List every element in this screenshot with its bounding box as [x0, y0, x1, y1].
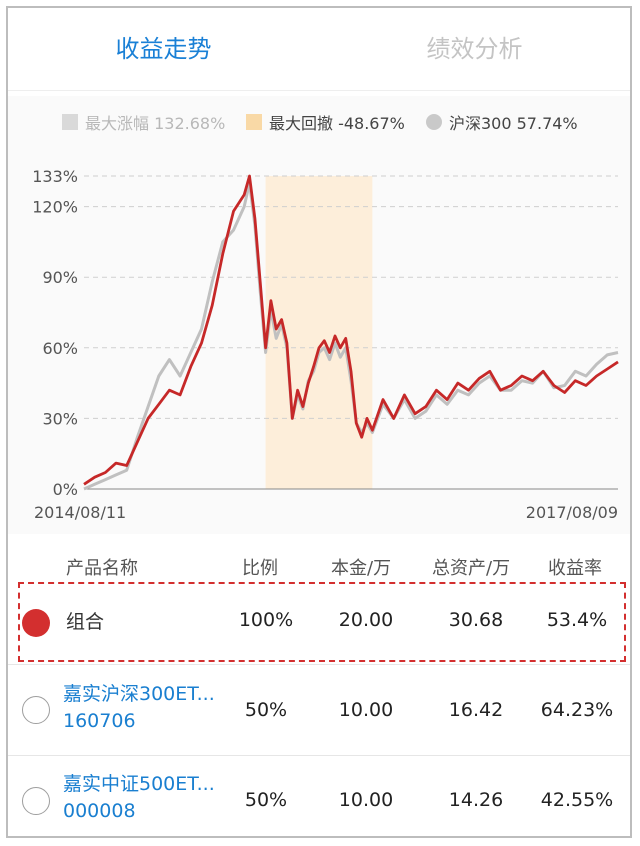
header-product-name: 产品名称 [66, 558, 138, 579]
row-divider [8, 755, 630, 756]
table-row-fund-160706[interactable]: 嘉实沪深300ET... 160706 50% 10.00 16.42 64.2… [8, 665, 630, 755]
tab-returns-trend[interactable]: 收益走势 [115, 35, 212, 63]
header-ratio: 比例 [242, 558, 278, 579]
drawdown-band [265, 176, 373, 489]
x-end-label: 2017/08/09 [526, 503, 618, 522]
legend-label-max-drawdown: 最大回撤 -48.67% [269, 114, 405, 133]
legend-swatch-csi300 [426, 114, 442, 130]
tab-bar: 收益走势 绩效分析 [8, 8, 630, 90]
series-line [83, 174, 619, 486]
legend-item-max-drawdown: 最大回撤 -48.67% [246, 110, 405, 134]
y-tick-label: 0% [53, 480, 78, 499]
header-principal: 本金/万 [331, 558, 392, 579]
radio-fund-000008[interactable] [22, 787, 50, 815]
assets-cell: 16.42 [448, 699, 504, 721]
legend-label-csi300: 沪深300 57.74% [449, 114, 578, 133]
y-tick-label: 133% [32, 167, 78, 186]
product-name-fund-000008[interactable]: 嘉实中证500ET... 000008 [63, 771, 215, 825]
fund-code: 000008 [63, 800, 136, 822]
yield-cell: 53.4% [546, 609, 608, 631]
table-header: 产品名称 比例 本金/万 总资产/万 收益率 [8, 542, 630, 588]
tab-divider [8, 90, 630, 91]
fund-code: 160706 [63, 710, 136, 732]
radio-fund-160706[interactable] [22, 696, 50, 724]
radio-selected-portfolio[interactable] [22, 609, 50, 637]
table-row-fund-000008[interactable]: 嘉实中证500ET... 000008 50% 10.00 14.26 42.5… [8, 756, 630, 836]
yield-cell: 42.55% [540, 789, 614, 811]
y-tick-label: 90% [42, 268, 78, 287]
ratio-cell: 50% [244, 789, 288, 811]
header-yield: 收益率 [548, 558, 602, 579]
fund-name: 嘉实中证500ET... [63, 773, 215, 795]
yield-cell: 64.23% [540, 699, 614, 721]
legend-swatch-max-gain [62, 114, 78, 130]
principal-cell: 10.00 [338, 789, 394, 811]
principal-cell: 10.00 [338, 699, 394, 721]
app-frame: 收益走势 绩效分析 最大涨幅 132.68% 最大回撤 -48.67% 沪深30… [6, 6, 632, 838]
legend-item-max-gain: 最大涨幅 132.68% [62, 110, 225, 134]
ratio-cell: 50% [244, 699, 288, 721]
ratio-cell: 100% [238, 609, 294, 631]
product-name-fund-160706[interactable]: 嘉实沪深300ET... 160706 [63, 681, 215, 735]
product-name-portfolio: 组合 [66, 611, 105, 633]
chart-legend: 最大涨幅 132.68% 最大回撤 -48.67% 沪深300 57.74% [8, 96, 630, 136]
y-tick-label: 120% [32, 198, 78, 217]
assets-cell: 30.68 [448, 609, 504, 631]
assets-cell: 14.26 [448, 789, 504, 811]
series-line [83, 181, 619, 491]
y-tick-label: 60% [42, 339, 78, 358]
tab-performance-analysis[interactable]: 绩效分析 [426, 35, 523, 63]
legend-label-max-gain: 最大涨幅 132.68% [85, 114, 226, 133]
legend-item-csi300: 沪深300 57.74% [426, 110, 578, 134]
y-tick-label: 30% [42, 409, 78, 428]
x-start-label: 2014/08/11 [34, 503, 126, 522]
returns-chart-panel: 最大涨幅 132.68% 最大回撤 -48.67% 沪深300 57.74% 0… [8, 96, 630, 534]
principal-cell: 20.00 [338, 609, 394, 631]
row-divider [8, 664, 630, 665]
legend-swatch-max-drawdown [246, 114, 262, 130]
fund-name: 嘉实沪深300ET... [63, 683, 215, 705]
selected-row-highlight [18, 582, 626, 662]
table-row-portfolio[interactable]: 组合 100% 20.00 30.68 53.4% [8, 588, 630, 658]
returns-line-chart: 0% 30% 60% 90% 120% 133% 2014/08/11 2017/08/09 [32, 167, 619, 522]
header-total-assets: 总资产/万 [432, 558, 511, 579]
